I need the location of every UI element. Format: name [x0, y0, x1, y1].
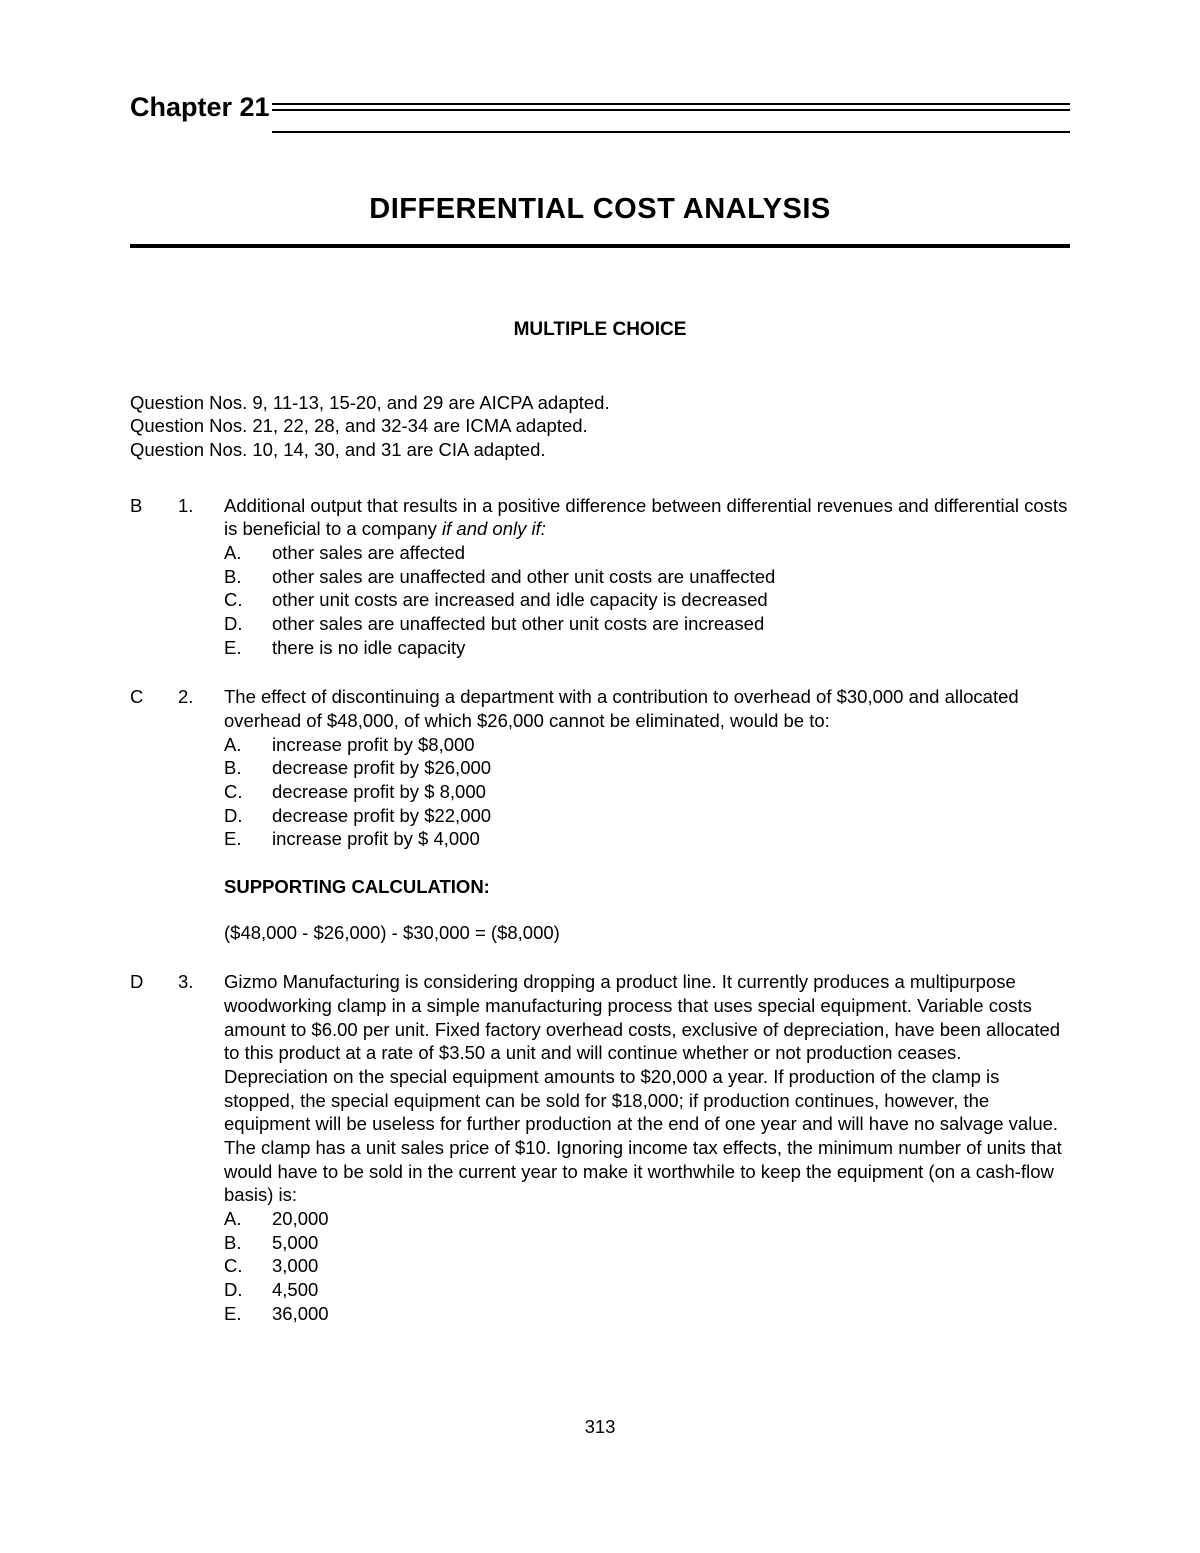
options-list: A.20,000 B.5,000 C.3,000 D.4,500 E.36,00… — [224, 1207, 1070, 1325]
option-row: C.other unit costs are increased and idl… — [224, 588, 1070, 612]
page-title: DIFFERENTIAL COST ANALYSIS — [130, 191, 1070, 228]
question-block: C 2. The effect of discontinuing a depar… — [130, 685, 1070, 944]
supporting-calculation: ($48,000 - $26,000) - $30,000 = ($8,000) — [224, 921, 1070, 945]
option-letter: E. — [224, 827, 272, 851]
chapter-label: Chapter 21 — [130, 90, 272, 125]
option-letter: A. — [224, 541, 272, 565]
option-row: A.other sales are affected — [224, 541, 1070, 565]
adapted-note: Question Nos. 10, 14, 30, and 31 are CIA… — [130, 438, 1070, 462]
option-text: other sales are unaffected and other uni… — [272, 565, 1070, 589]
option-text: decrease profit by $22,000 — [272, 804, 1070, 828]
option-letter: E. — [224, 1302, 272, 1326]
option-row: B.5,000 — [224, 1231, 1070, 1255]
option-letter: B. — [224, 756, 272, 780]
stem-text: Gizmo Manufacturing is considering dropp… — [224, 971, 1062, 1205]
question-block: B 1. Additional output that results in a… — [130, 494, 1070, 660]
page-number: 313 — [130, 1415, 1070, 1439]
option-row: E.increase profit by $ 4,000 — [224, 827, 1070, 851]
option-row: B.decrease profit by $26,000 — [224, 756, 1070, 780]
options-list: A.increase profit by $8,000 B.decrease p… — [224, 733, 1070, 851]
option-text: 5,000 — [272, 1231, 1070, 1255]
option-row: C.3,000 — [224, 1254, 1070, 1278]
stem-text: Additional output that results in a posi… — [224, 495, 1067, 540]
question-stem: Gizmo Manufacturing is considering dropp… — [224, 970, 1070, 1207]
adapted-notes: Question Nos. 9, 11-13, 15-20, and 29 ar… — [130, 391, 1070, 462]
option-row: D.other sales are unaffected but other u… — [224, 612, 1070, 636]
option-row: A.20,000 — [224, 1207, 1070, 1231]
option-row: D.decrease profit by $22,000 — [224, 804, 1070, 828]
option-row: B.other sales are unaffected and other u… — [224, 565, 1070, 589]
question-stem: Additional output that results in a posi… — [224, 494, 1070, 541]
option-text: decrease profit by $26,000 — [272, 756, 1070, 780]
option-text: increase profit by $ 4,000 — [272, 827, 1070, 851]
option-row: A.increase profit by $8,000 — [224, 733, 1070, 757]
option-text: 4,500 — [272, 1278, 1070, 1302]
chapter-double-rule — [272, 103, 1070, 111]
question-body: Gizmo Manufacturing is considering dropp… — [224, 970, 1070, 1325]
option-text: 36,000 — [272, 1302, 1070, 1326]
question-number: 2. — [178, 685, 224, 944]
option-row: E.there is no idle capacity — [224, 636, 1070, 660]
option-text: decrease profit by $ 8,000 — [272, 780, 1070, 804]
question-number: 1. — [178, 494, 224, 660]
option-letter: A. — [224, 733, 272, 757]
question-stem: The effect of discontinuing a department… — [224, 685, 1070, 732]
adapted-note: Question Nos. 9, 11-13, 15-20, and 29 ar… — [130, 391, 1070, 415]
option-text: other sales are unaffected but other uni… — [272, 612, 1070, 636]
question-block: D 3. Gizmo Manufacturing is considering … — [130, 970, 1070, 1325]
option-row: E.36,000 — [224, 1302, 1070, 1326]
option-letter: C. — [224, 1254, 272, 1278]
chapter-single-rule — [272, 131, 1070, 164]
answer-letter: B — [130, 494, 178, 660]
stem-italic: if and only if: — [442, 518, 546, 539]
options-list: A.other sales are affected B.other sales… — [224, 541, 1070, 659]
option-row: D.4,500 — [224, 1278, 1070, 1302]
chapter-header-row: Chapter 21 — [130, 90, 1070, 125]
answer-letter: C — [130, 685, 178, 944]
option-text: other sales are affected — [272, 541, 1070, 565]
chapter-underline-row: Chapter 21 — [130, 129, 1070, 164]
option-letter: E. — [224, 636, 272, 660]
question-number: 3. — [178, 970, 224, 1325]
spacer — [130, 944, 1070, 970]
question-body: Additional output that results in a posi… — [224, 494, 1070, 660]
option-letter: D. — [224, 1278, 272, 1302]
question-body: The effect of discontinuing a department… — [224, 685, 1070, 944]
option-letter: B. — [224, 565, 272, 589]
option-text: 3,000 — [272, 1254, 1070, 1278]
title-thick-rule — [130, 244, 1070, 248]
section-heading: MULTIPLE CHOICE — [130, 318, 1070, 342]
option-letter: D. — [224, 612, 272, 636]
option-letter: D. — [224, 804, 272, 828]
option-letter: C. — [224, 780, 272, 804]
option-letter: A. — [224, 1207, 272, 1231]
option-letter: C. — [224, 588, 272, 612]
adapted-note: Question Nos. 21, 22, 28, and 32-34 are … — [130, 414, 1070, 438]
answer-letter: D — [130, 970, 178, 1325]
option-text: there is no idle capacity — [272, 636, 1070, 660]
option-text: other unit costs are increased and idle … — [272, 588, 1070, 612]
supporting-calculation-heading: SUPPORTING CALCULATION: — [224, 875, 1070, 899]
option-letter: B. — [224, 1231, 272, 1255]
stem-text: The effect of discontinuing a department… — [224, 686, 1019, 731]
option-row: C.decrease profit by $ 8,000 — [224, 780, 1070, 804]
option-text: 20,000 — [272, 1207, 1070, 1231]
option-text: increase profit by $8,000 — [272, 733, 1070, 757]
